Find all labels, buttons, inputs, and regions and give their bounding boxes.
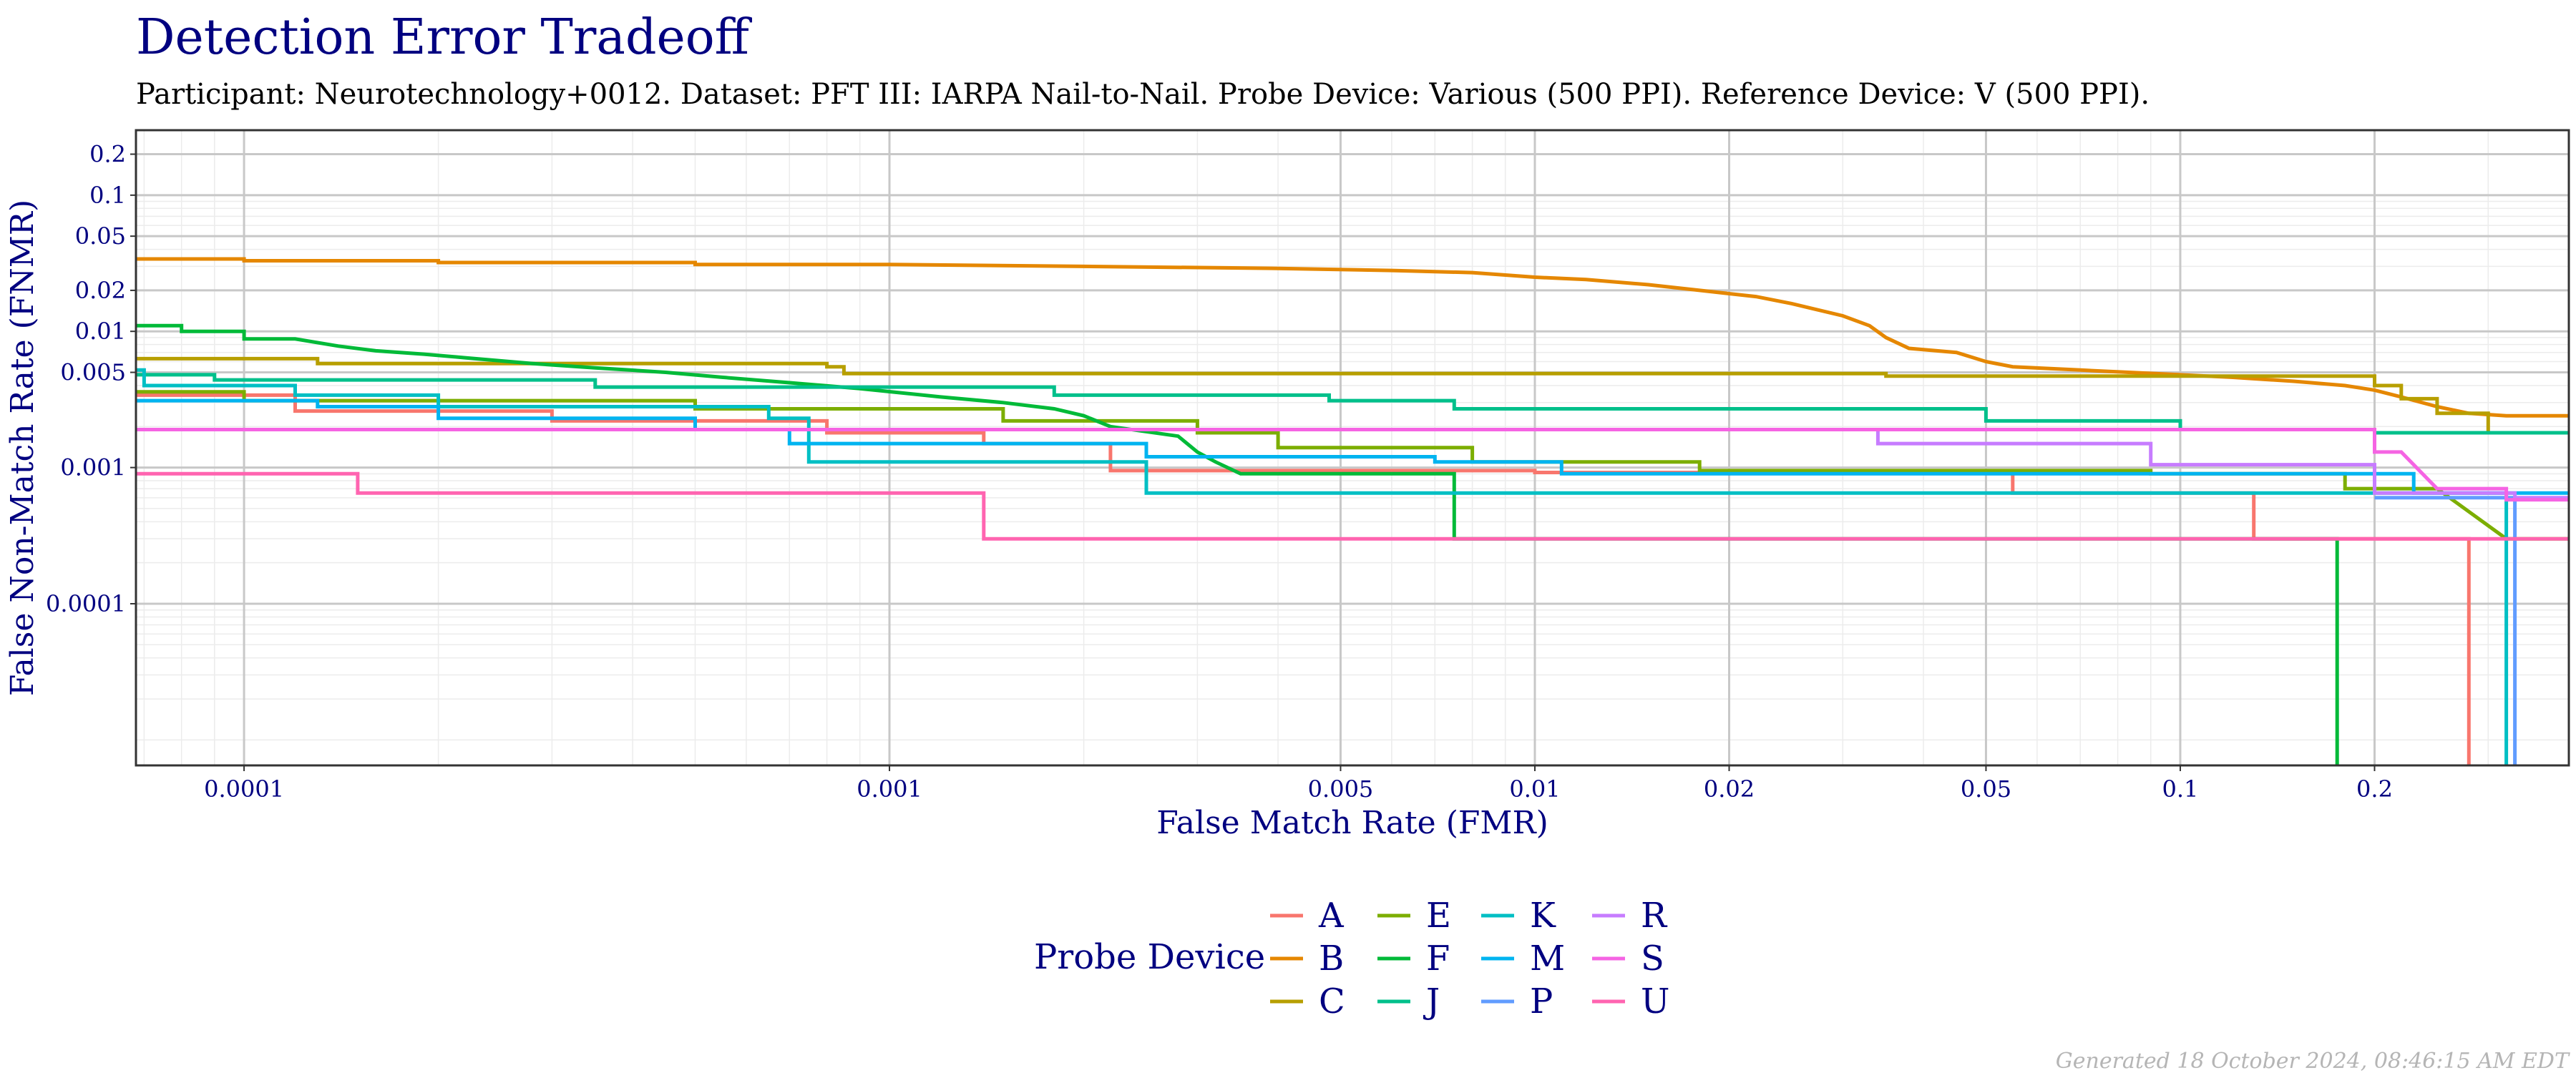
series-line-B	[136, 257, 2569, 418]
y-tick-label: 0.02	[75, 277, 126, 304]
y-tick-label: 0.01	[75, 318, 126, 345]
series-line-F	[136, 323, 2339, 765]
series-line-M	[136, 398, 2569, 495]
legend-label-F: F	[1426, 939, 1450, 979]
y-axis-ticks: 0.0001 0.001 0.005 0.01 0.02 0.05 0.1 0.2	[46, 141, 136, 617]
x-tick-label: 0.2	[2356, 775, 2393, 803]
legend-label-A: A	[1318, 896, 1345, 936]
x-axis-ticks: 0.0001 0.001 0.005 0.01 0.02 0.05 0.1 0.2	[204, 765, 2393, 803]
legend-label-P: P	[1530, 981, 1553, 1021]
series-line-E	[136, 390, 2569, 541]
legend-label-K: K	[1530, 896, 1556, 936]
x-tick-label: 0.02	[1704, 775, 1755, 803]
chart-title: Detection Error Tradeoff	[136, 9, 753, 66]
legend: Probe Device ABC EFJ KMP RSU	[1034, 896, 1669, 1021]
y-tick-label: 0.005	[60, 359, 126, 386]
y-axis-label: False Non-Match Rate (FNMR)	[4, 200, 41, 696]
legend-items: ABC EFJ KMP RSU	[1270, 896, 1669, 1021]
x-tick-label: 0.05	[1961, 775, 2011, 803]
series-line-K	[136, 368, 2509, 765]
x-tick-label: 0.001	[857, 775, 922, 803]
y-tick-label: 0.0001	[46, 590, 126, 617]
x-tick-label: 0.1	[2162, 775, 2199, 803]
legend-label-M: M	[1530, 939, 1565, 979]
legend-label-R: R	[1641, 896, 1668, 936]
plot-border	[135, 129, 2570, 767]
y-tick-label: 0.1	[89, 182, 126, 209]
plot-series	[136, 257, 2569, 765]
x-tick-label: 0.01	[1509, 775, 1560, 803]
footer-timestamp: Generated 18 October 2024, 08:46:15 AM E…	[2056, 1049, 2570, 1073]
legend-label-C: C	[1319, 981, 1345, 1021]
legend-label-U: U	[1641, 981, 1669, 1021]
x-tick-label: 0.0001	[204, 775, 284, 803]
chart-subtitle: Participant: Neurotechnology+0012. Datas…	[136, 78, 2150, 111]
y-tick-label: 0.001	[60, 454, 126, 481]
y-tick-label: 0.05	[75, 222, 126, 250]
legend-label-S: S	[1641, 939, 1664, 979]
legend-label-J: J	[1423, 981, 1440, 1021]
series-line-U	[136, 471, 2569, 541]
y-tick-label: 0.2	[89, 141, 126, 168]
plot-grid	[136, 130, 2569, 765]
x-tick-label: 0.005	[1308, 775, 1374, 803]
legend-label-E: E	[1426, 896, 1451, 936]
x-axis-label: False Match Rate (FMR)	[1156, 805, 1548, 841]
legend-label-B: B	[1319, 939, 1344, 979]
legend-title: Probe Device	[1034, 937, 1265, 977]
series-line-C	[136, 356, 2569, 435]
series-line-S	[136, 428, 2569, 502]
series-line-R	[136, 428, 2569, 500]
